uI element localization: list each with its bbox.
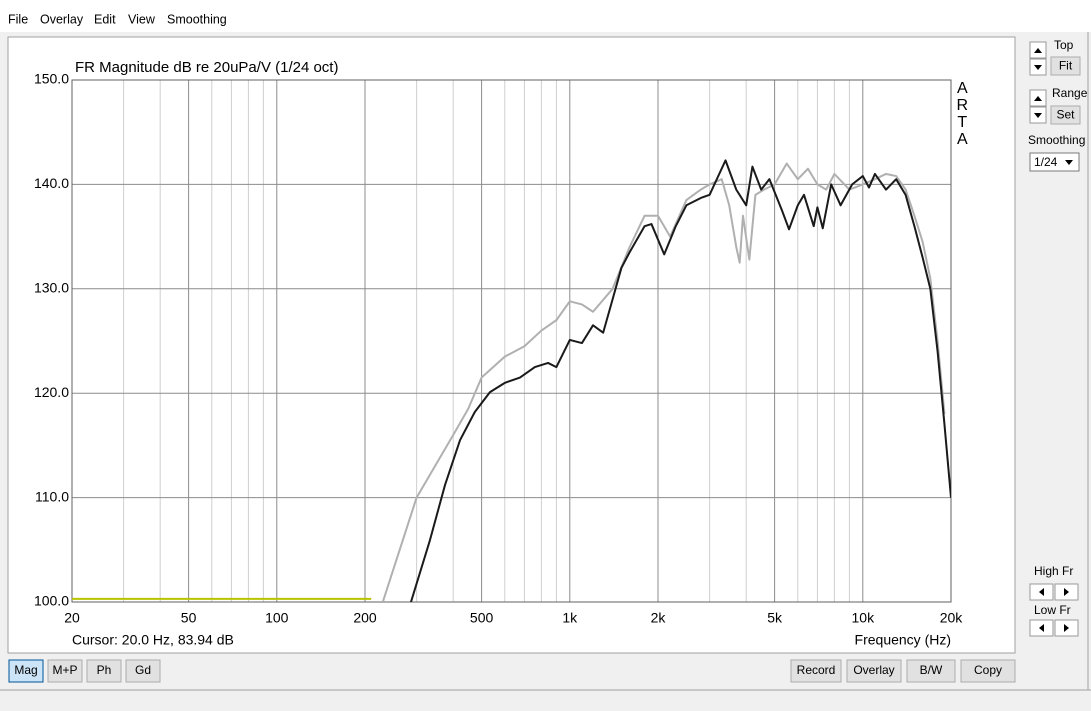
x-tick-label: 500 xyxy=(470,610,494,626)
mp-button[interactable] xyxy=(47,659,83,683)
arrow-icon xyxy=(1034,113,1042,118)
menu-item[interactable]: Edit xyxy=(94,12,116,26)
y-tick-label: 150.0 xyxy=(34,71,69,87)
high-fr-label: High Fr xyxy=(1034,564,1073,578)
y-tick-label: 100.0 xyxy=(34,593,69,609)
menu-item[interactable]: Overlay xyxy=(40,12,84,26)
x-axis-label: Frequency (Hz) xyxy=(855,632,951,648)
range-control: Range Set xyxy=(1029,86,1088,125)
arrow-icon xyxy=(1034,65,1042,70)
menu-item[interactable]: View xyxy=(128,12,156,26)
y-tick-label: 120.0 xyxy=(34,384,69,400)
button-label: B/W xyxy=(920,663,943,677)
x-tick-label: 20 xyxy=(64,610,80,626)
y-tick-label: 140.0 xyxy=(34,175,69,191)
plot-frame xyxy=(71,79,952,603)
copy-button[interactable] xyxy=(960,659,1016,683)
button-label: Record xyxy=(797,663,836,677)
cursor-readout: Cursor: 20.0 Hz, 83.94 dB xyxy=(72,632,234,648)
x-tick-label: 50 xyxy=(181,610,197,626)
smoothing-label: Smoothing xyxy=(1028,133,1085,147)
side-label: ARTA xyxy=(954,80,971,148)
mag-button[interactable] xyxy=(8,659,44,683)
arrow-icon xyxy=(1039,588,1044,596)
x-tick-label: 5k xyxy=(767,610,783,626)
dropdown-icon xyxy=(1065,160,1073,165)
arrow-icon xyxy=(1039,624,1044,632)
top-label: Top xyxy=(1054,38,1074,52)
button-label: Mag xyxy=(14,663,37,677)
menu-item[interactable]: Smoothing xyxy=(167,12,227,26)
record-button[interactable] xyxy=(790,659,842,683)
fit-button-label: Fit xyxy=(1059,59,1073,73)
set-button[interactable] xyxy=(1050,105,1081,125)
set-button-label: Set xyxy=(1056,108,1075,122)
arrow-icon xyxy=(1034,96,1042,101)
smoothing-select[interactable] xyxy=(1029,152,1080,172)
arrow-icon xyxy=(1064,624,1069,632)
low-fr-label: Low Fr xyxy=(1034,603,1071,617)
fit-button[interactable] xyxy=(1050,56,1081,76)
menu-bar xyxy=(0,0,1091,32)
x-tick-label: 20k xyxy=(940,610,964,626)
chart: 20 50 100 200 500 1k 2k 5k 10k 20k 100.0 110.0 120.0… xyxy=(34,71,963,626)
overlay-button[interactable] xyxy=(846,659,902,683)
bw-button[interactable] xyxy=(906,659,956,683)
series-line xyxy=(410,159,951,602)
button-label: Ph xyxy=(97,663,112,677)
x-tick-label: 100 xyxy=(265,610,289,626)
arrow-icon xyxy=(1034,48,1042,53)
x-tick-label: 200 xyxy=(353,610,377,626)
ph-button[interactable] xyxy=(86,659,122,683)
chart-title: FR Magnitude dB re 20uPa/V (1/24 oct) xyxy=(75,59,338,76)
button-label: Overlay xyxy=(853,663,894,677)
x-tick-label: 2k xyxy=(651,610,667,626)
button-label: Gd xyxy=(135,663,151,677)
y-tick-label: 110.0 xyxy=(35,488,69,504)
x-tick-label: 10k xyxy=(852,610,876,626)
top-control: Top Fit xyxy=(1029,38,1081,76)
arrow-icon xyxy=(1064,588,1069,596)
series-line xyxy=(381,162,946,602)
gd-button[interactable] xyxy=(125,659,161,683)
range-label: Range xyxy=(1052,86,1088,100)
plot-area xyxy=(72,80,951,602)
menu-item[interactable]: File xyxy=(8,12,28,26)
smoothing-value: 1/24 xyxy=(1034,155,1058,169)
x-tick-label: 1k xyxy=(562,610,578,626)
button-label: M+P xyxy=(52,663,77,677)
button-label: Copy xyxy=(974,663,1002,677)
y-tick-label: 130.0 xyxy=(34,280,69,296)
